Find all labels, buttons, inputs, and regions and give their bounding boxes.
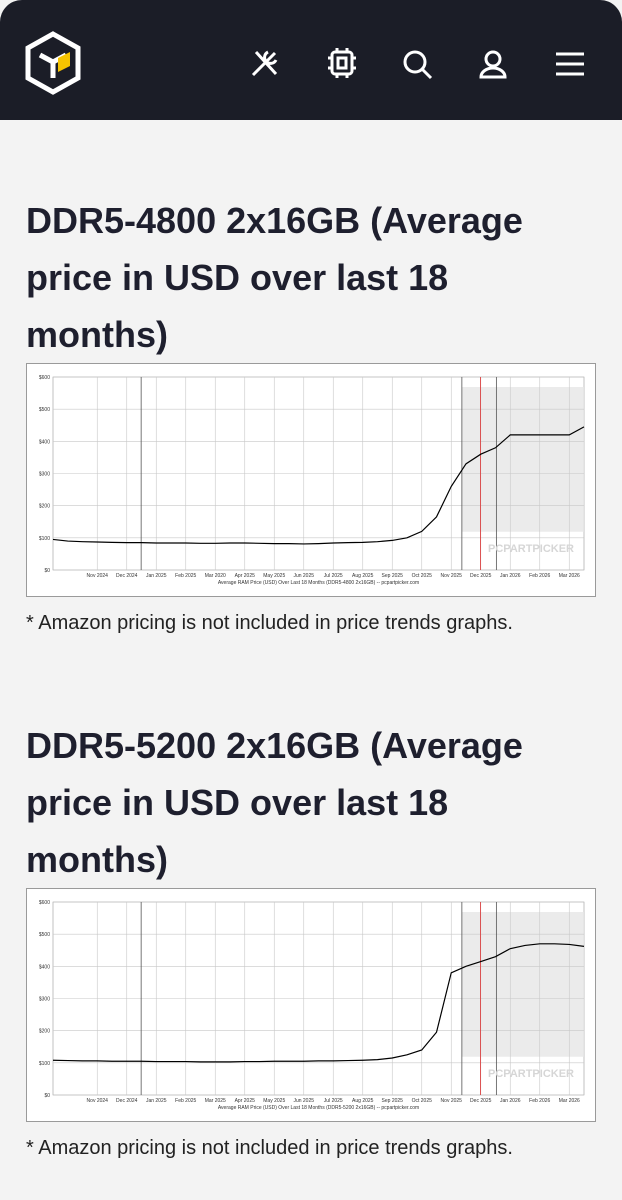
y-tick-label: $500 bbox=[39, 407, 50, 413]
x-tick-label: Jan 2025 bbox=[146, 1098, 167, 1104]
logo[interactable] bbox=[25, 31, 81, 95]
cpu-icon[interactable] bbox=[328, 48, 356, 78]
watermark: PCPARTPICKER bbox=[488, 1068, 574, 1080]
x-tick-label: Oct 2025 bbox=[412, 573, 433, 579]
price-chart: $0 $100 $200 $300 $400 $500 $600 Nov 2024 Dec 20… bbox=[26, 363, 596, 597]
x-tick-label: Mar 2020 bbox=[205, 573, 226, 579]
search-icon[interactable] bbox=[403, 50, 433, 80]
y-tick-label: $600 bbox=[39, 375, 50, 381]
x-tick-label: May 2025 bbox=[263, 573, 285, 579]
menu-icon[interactable] bbox=[556, 52, 584, 76]
x-tick-label: May 2025 bbox=[263, 1098, 285, 1104]
x-tick-label: Apr 2025 bbox=[235, 1098, 256, 1104]
x-tick-label: Jul 2025 bbox=[324, 573, 343, 579]
range-shade bbox=[461, 387, 584, 532]
x-tick-label: Dec 2024 bbox=[116, 573, 138, 579]
y-tick-label: $400 bbox=[39, 439, 50, 445]
y-tick-label: $300 bbox=[39, 997, 50, 1003]
range-shade bbox=[461, 912, 584, 1057]
x-tick-label: Mar 2025 bbox=[205, 1098, 226, 1104]
x-tick-label: Jan 2025 bbox=[146, 573, 167, 579]
y-tick-label: $600 bbox=[39, 900, 50, 906]
x-tick-label: Sep 2025 bbox=[382, 573, 404, 579]
x-tick-label: Aug 2025 bbox=[352, 573, 374, 579]
price-line bbox=[52, 943, 585, 1063]
section-heading: DDR5-4800 2x16GB (Average price in USD o… bbox=[26, 200, 523, 355]
x-tick-label: Nov 2025 bbox=[441, 1098, 463, 1104]
x-tick-label: Mar 2026 bbox=[559, 1098, 580, 1104]
y-tick-label: $300 bbox=[39, 472, 50, 478]
y-tick-label: $200 bbox=[39, 1029, 50, 1035]
x-tick-label: Nov 2024 bbox=[87, 1098, 109, 1104]
x-tick-label: Feb 2025 bbox=[175, 1098, 196, 1104]
price-chart: $0 $100 $200 $300 $400 $500 $600 Nov 2024 Dec 20… bbox=[26, 888, 596, 1122]
watermark: PCPARTPICKER bbox=[488, 543, 574, 555]
top-bar bbox=[0, 0, 622, 120]
y-tick-label: $100 bbox=[39, 1061, 50, 1067]
account-icon[interactable] bbox=[479, 50, 507, 79]
x-tick-label: Aug 2025 bbox=[352, 1098, 374, 1104]
y-tick-label: $500 bbox=[39, 932, 50, 938]
x-tick-label: Feb 2026 bbox=[529, 1098, 550, 1104]
x-tick-label: Nov 2025 bbox=[441, 573, 463, 579]
chart-caption: Average RAM Price (USD) Over Last 18 Mon… bbox=[218, 1105, 419, 1111]
x-tick-label: Jan 2026 bbox=[500, 573, 521, 579]
x-tick-label: Mar 2026 bbox=[559, 573, 580, 579]
x-tick-label: Sep 2025 bbox=[382, 1098, 404, 1104]
x-tick-label: Feb 2026 bbox=[529, 573, 550, 579]
y-tick-label: $0 bbox=[44, 1093, 50, 1099]
y-tick-label: $0 bbox=[44, 568, 50, 574]
nav-icons bbox=[25, 31, 584, 95]
x-tick-label: Jan 2026 bbox=[500, 1098, 521, 1104]
x-tick-label: Apr 2025 bbox=[235, 573, 256, 579]
section-heading: DDR5-5200 2x16GB (Average price in USD o… bbox=[26, 725, 523, 880]
footnote: * Amazon pricing is not included in pric… bbox=[26, 1137, 513, 1159]
footnote: * Amazon pricing is not included in pric… bbox=[26, 612, 513, 634]
x-tick-label: Dec 2025 bbox=[470, 1098, 492, 1104]
price-line bbox=[52, 426, 585, 545]
x-tick-label: Jun 2025 bbox=[293, 1098, 314, 1104]
x-tick-label: Jul 2025 bbox=[324, 1098, 343, 1104]
x-tick-label: Dec 2025 bbox=[470, 573, 492, 579]
x-tick-label: Dec 2024 bbox=[116, 1098, 138, 1104]
tools-icon[interactable] bbox=[251, 50, 278, 77]
x-tick-label: Feb 2025 bbox=[175, 573, 196, 579]
x-tick-label: Nov 2024 bbox=[87, 573, 109, 579]
y-tick-label: $200 bbox=[39, 504, 50, 510]
x-tick-label: Jun 2025 bbox=[293, 573, 314, 579]
x-tick-label: Oct 2025 bbox=[412, 1098, 433, 1104]
y-tick-label: $400 bbox=[39, 964, 50, 970]
y-tick-label: $100 bbox=[39, 536, 50, 542]
chart-caption: Average RAM Price (USD) Over Last 18 Mon… bbox=[218, 580, 419, 586]
